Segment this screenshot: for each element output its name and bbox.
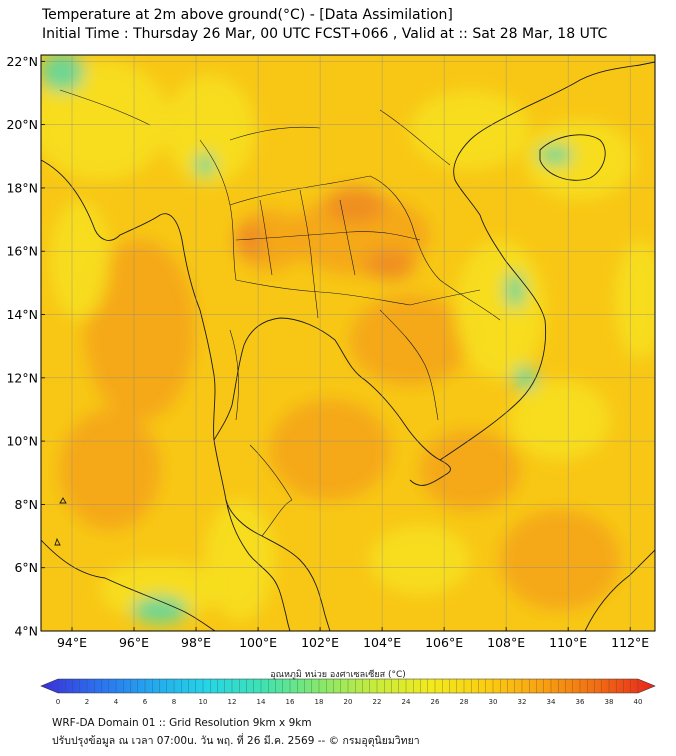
lon-tick-label: 112°E — [611, 635, 649, 650]
lat-tick-label: 12°N — [6, 370, 38, 385]
colorbar-tick-label: 6 — [143, 698, 148, 706]
colorbar-tick-label: 30 — [489, 698, 498, 706]
colorbar-tick-label: 14 — [257, 698, 266, 706]
province-borders — [59, 89, 501, 537]
lon-tick-label: 108°E — [487, 635, 525, 650]
lon-tick-label: 98°E — [181, 635, 211, 650]
colorbar-tick-label: 40 — [634, 698, 643, 706]
colorbar-tick-label: 28 — [460, 698, 469, 706]
latitude-labels: 22°N 20°N 18°N 16°N 14°N 12°N 10°N 8°N 6°N 4°N — [6, 54, 45, 639]
lat-tick-label: 14°N — [6, 307, 38, 322]
colorbar-tick-label: 36 — [576, 698, 585, 706]
map-subtitle: Initial Time : Thursday 26 Mar, 00 UTC F… — [42, 26, 608, 42]
plot-frame — [40, 54, 656, 632]
map-title: Temperature at 2m above ground(°C) - [Da… — [42, 7, 453, 23]
colorbar-tick-label: 32 — [518, 698, 527, 706]
lat-tick-label: 4°N — [14, 624, 38, 639]
colorbar-tick-label: 8 — [172, 698, 176, 706]
colorbar-tick-label: 4 — [114, 698, 119, 706]
colorbar-tick-label: 0 — [56, 698, 60, 706]
footer-model-info: WRF-DA Domain 01 :: Grid Resolution 9km … — [52, 717, 312, 729]
colorbar-tick-label: 24 — [402, 698, 411, 706]
colorbar-tick-label: 34 — [547, 698, 556, 706]
colorbar-tick-label: 22 — [373, 698, 382, 706]
lon-tick-label: 100°E — [239, 635, 277, 650]
colorbar-tick-label: 12 — [228, 698, 237, 706]
lat-tick-label: 16°N — [6, 244, 38, 259]
lon-tick-label: 104°E — [363, 635, 401, 650]
lat-tick-label: 8°N — [14, 497, 38, 512]
colorbar-title: อุณหภูมิ หน่วย องศาเซลเซียส (°C) — [270, 670, 406, 680]
colorbar-tick-label: 18 — [315, 698, 324, 706]
colorbar-tick-label: 20 — [344, 698, 353, 706]
colorbar-tick-label: 26 — [431, 698, 440, 706]
colorbar-tick-label: 10 — [199, 698, 208, 706]
colorbar: 0 2 4 6 8 10 12 14 16 18 20 22 24 26 28 30 32 34 36 38 40 — [40, 678, 656, 706]
temperature-field — [41, 55, 655, 631]
longitude-labels: 94°E 96°E 98°E 100°E 102°E 104°E 106°E 108°E 110… — [57, 627, 649, 650]
lat-tick-label: 18°N — [6, 180, 38, 195]
lat-tick-label: 20°N — [6, 117, 38, 132]
footer-update-info: ปรับปรุงข้อมูล ณ เวลา 07:00u. วัน พฤ. ที… — [52, 735, 420, 747]
lon-tick-label: 110°E — [549, 635, 587, 650]
colorbar-tick-label: 2 — [85, 698, 89, 706]
colorbar-tick-label: 16 — [286, 698, 295, 706]
lon-tick-label: 94°E — [57, 635, 87, 650]
lat-tick-label: 10°N — [6, 434, 38, 449]
colorbar-ticks: 0 2 4 6 8 10 12 14 16 18 20 22 24 26 28 30 32 34 36 38 40 — [56, 679, 643, 706]
lon-tick-label: 102°E — [301, 635, 339, 650]
lon-tick-label: 96°E — [119, 635, 149, 650]
lon-tick-label: 106°E — [425, 635, 463, 650]
colorbar-tick-label: 38 — [605, 698, 614, 706]
lat-tick-label: 22°N — [6, 54, 38, 69]
lat-tick-label: 6°N — [14, 560, 38, 575]
coastlines — [41, 61, 655, 631]
